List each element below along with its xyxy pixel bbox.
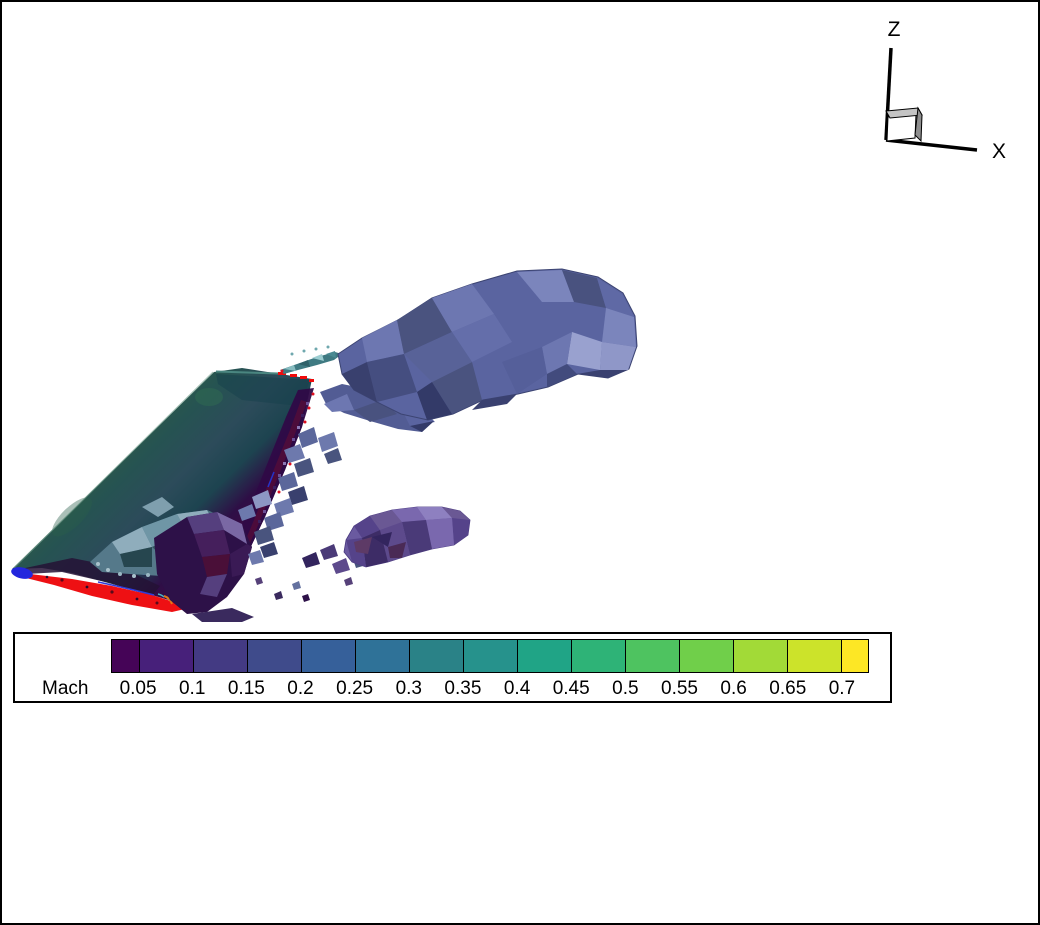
legend-color-band xyxy=(840,640,868,672)
wake-neck-teal xyxy=(280,345,342,374)
legend-tick-label: 0.45 xyxy=(552,678,590,699)
wake-vortex-lower xyxy=(343,506,471,568)
legend-color-band xyxy=(624,640,679,672)
legend-color-band xyxy=(300,640,355,672)
legend-color-band xyxy=(462,640,517,672)
wing-leading-edge-red xyxy=(16,571,185,612)
legend-color-band xyxy=(138,640,193,672)
legend-color-band xyxy=(354,640,409,672)
legend-tick-label: 0.65 xyxy=(769,678,807,699)
wake-vortex-upper xyxy=(337,268,638,421)
legend-tick-label: 0.5 xyxy=(612,678,639,699)
x-axis-label: X xyxy=(992,140,1006,163)
legend-tick-label: 0.55 xyxy=(661,678,698,699)
legend: Mach 0.05 0.1 0.15 0.2 0.25 0.3 0.35 0.4 0.45 0.5… xyxy=(13,632,892,703)
legend-color-band xyxy=(192,640,247,672)
legend-colorbar xyxy=(111,639,869,673)
legend-color-band xyxy=(678,640,733,672)
legend-tick-label: 0.3 xyxy=(395,678,422,699)
legend-tick-label: 0.25 xyxy=(336,678,374,699)
axis-origin-cube xyxy=(885,106,923,143)
legend-tick-label: 0.4 xyxy=(503,678,531,699)
legend-color-band xyxy=(112,640,139,672)
wingtip-blue-patch xyxy=(11,567,33,579)
legend-color-band xyxy=(786,640,841,672)
legend-tick-label: 0.35 xyxy=(444,678,482,699)
axis-z-line xyxy=(884,47,893,141)
legend-color-band xyxy=(570,640,625,672)
legend-tick-label: 0.7 xyxy=(828,678,856,699)
debris-purple-mass xyxy=(154,512,252,614)
orientation-axes: Z X xyxy=(884,18,1006,163)
legend-color-band xyxy=(732,640,787,672)
z-axis-label: Z xyxy=(888,18,901,41)
legend-tick-label: 0.05 xyxy=(119,678,157,699)
legend-tick-label: 0.6 xyxy=(720,678,747,699)
wake-lower-branch xyxy=(320,384,435,432)
wing-maroon-streak xyxy=(232,400,307,576)
legend-color-band xyxy=(408,640,463,672)
axis-x-line xyxy=(885,138,978,152)
legend-color-band xyxy=(246,640,301,672)
legend-title: Mach xyxy=(42,678,89,699)
legend-tick-label: 0.1 xyxy=(178,678,206,699)
legend-color-band xyxy=(516,640,571,672)
legend-tick-label: 0.2 xyxy=(287,678,314,699)
legend-tick-label: 0.15 xyxy=(227,678,265,699)
